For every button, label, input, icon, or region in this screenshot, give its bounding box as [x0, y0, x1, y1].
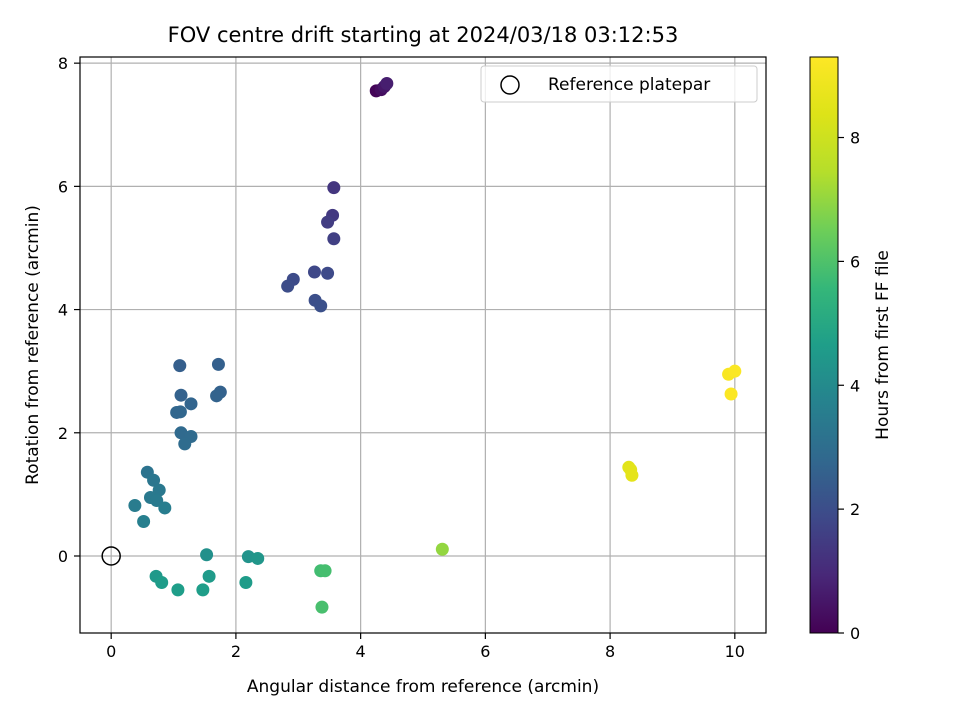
scatter-point — [318, 564, 332, 578]
scatter-point — [321, 266, 335, 280]
scatter-point — [321, 215, 335, 229]
scatter-point — [327, 232, 341, 246]
grid — [80, 57, 766, 633]
scatter-point — [158, 501, 172, 515]
reference-marker-group — [101, 546, 121, 566]
scatter-point — [315, 600, 329, 614]
scatter-point — [200, 548, 214, 562]
scatter-point — [327, 181, 341, 195]
y-tick-label: 6 — [58, 177, 68, 196]
legend-entry-reference: Reference platepar — [548, 75, 710, 95]
scatter-point — [173, 405, 187, 419]
legend-marker — [500, 75, 520, 95]
scatter-point — [155, 575, 169, 589]
scatter-point — [724, 387, 738, 401]
scatter-point — [152, 483, 166, 497]
y-tick-label: 2 — [58, 424, 68, 443]
reference-marker — [101, 546, 121, 566]
x-tick-label: 10 — [725, 642, 745, 661]
chart-title: FOV centre drift starting at 2024/03/18 … — [168, 23, 679, 47]
legend: Reference platepar — [480, 65, 758, 103]
scatter-point — [174, 426, 188, 440]
scatter-point — [435, 542, 449, 556]
x-tick-label: 6 — [480, 642, 490, 661]
colorbar-tick-label: 2 — [850, 500, 860, 519]
scatter-point — [251, 551, 265, 565]
x-axis-label: Angular distance from reference (arcmin) — [247, 677, 599, 697]
x-tick-label: 4 — [356, 642, 366, 661]
y-axis-label: Rotation from reference (arcmin) — [23, 205, 43, 485]
scatter-point — [625, 468, 639, 482]
legend-box — [480, 65, 758, 103]
data-points — [128, 76, 742, 614]
scatter-point — [178, 437, 192, 451]
colorbar-tick-label: 6 — [850, 252, 860, 271]
scatter-point — [137, 514, 151, 528]
x-tick-label: 2 — [231, 642, 241, 661]
colorbar-ticks: 0 2 4 6 8 — [838, 129, 860, 643]
colorbar-label: Hours from first FF file — [873, 250, 893, 440]
scatter-point — [307, 265, 321, 279]
scatter-point — [173, 359, 187, 373]
y-tick-label: 4 — [58, 301, 68, 320]
y-tick-label: 8 — [58, 54, 68, 73]
scatter-point — [239, 575, 253, 589]
plot-frame — [79, 56, 767, 634]
scatter-point — [174, 388, 188, 402]
y-axis-ticks: 0 2 4 6 8 — [58, 54, 80, 566]
scatter-point — [314, 299, 328, 313]
scatter-point — [211, 357, 225, 371]
x-tick-label: 0 — [106, 642, 116, 661]
y-tick-label: 0 — [58, 547, 68, 566]
colorbar: 0 2 4 6 8 Hours from first FF file — [809, 56, 893, 643]
scatter-point — [380, 76, 394, 90]
scatter-point — [210, 389, 224, 403]
scatter-point — [281, 279, 295, 293]
scatter-point — [202, 569, 216, 583]
scatter-point — [128, 498, 142, 512]
x-tick-label: 8 — [605, 642, 615, 661]
scatter-point — [171, 583, 185, 597]
colorbar-tick-label: 8 — [850, 129, 860, 148]
scatter-point — [196, 583, 210, 597]
colorbar-tick-label: 4 — [850, 376, 860, 395]
scatter-point — [147, 473, 161, 487]
colorbar-gradient — [809, 56, 839, 634]
colorbar-tick-label: 0 — [850, 624, 860, 643]
scatter-point — [184, 397, 198, 411]
x-axis-ticks: 0 2 4 6 8 10 — [106, 633, 745, 661]
scatter-point — [728, 364, 742, 378]
